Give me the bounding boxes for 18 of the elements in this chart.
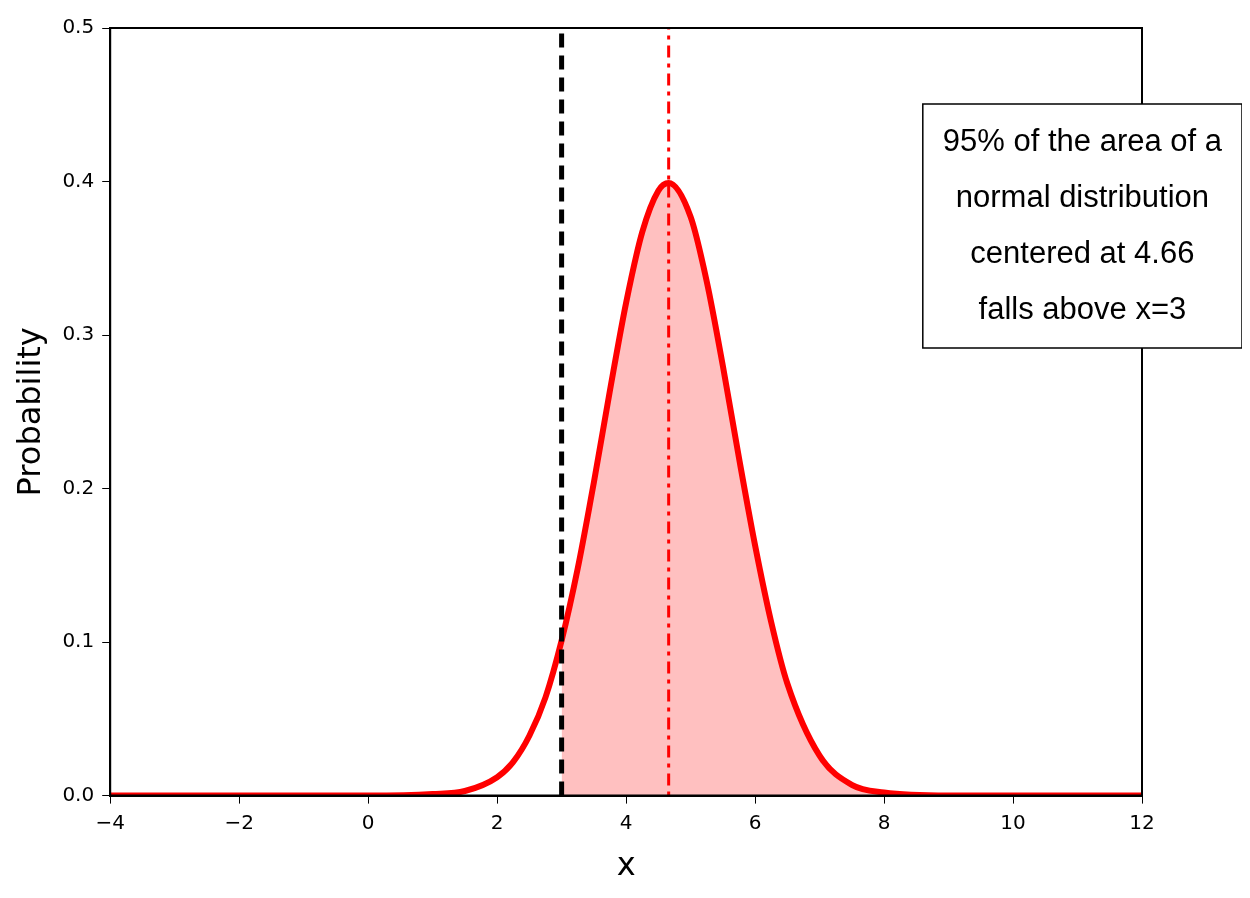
- y-tick-label: 0.5: [62, 14, 95, 39]
- annotation: 95% of the area of a normal distribution centered at 4.66 falls above x=3: [942, 122, 1223, 326]
- x-tick-label: 4: [619, 809, 633, 834]
- x-tick-label: 2: [490, 809, 504, 834]
- x-tick-label: 6: [748, 809, 762, 834]
- y-tick-label: 0.0: [62, 781, 95, 806]
- y-tick-label: 0.2: [62, 474, 95, 499]
- x-tick-label: 10: [1000, 809, 1026, 834]
- x-tick-label: 8: [877, 809, 891, 834]
- x-tick-label: −4: [95, 809, 125, 834]
- x-tick-label: 12: [1129, 809, 1155, 834]
- x-axis-title: x: [616, 845, 636, 884]
- y-axis-title: Probability: [9, 327, 48, 497]
- y-tick-label: 0.3: [62, 321, 95, 346]
- y-tick-label: 0.1: [62, 628, 95, 653]
- x-tick-label: −2: [224, 809, 254, 834]
- y-tick-label: 0.4: [62, 167, 95, 192]
- x-tick-label: 0: [361, 809, 375, 834]
